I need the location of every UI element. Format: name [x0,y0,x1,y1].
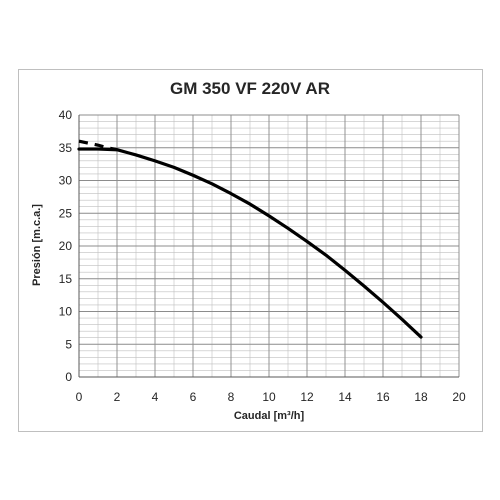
y-tick-label: 35 [59,141,73,155]
y-tick-label: 10 [59,305,73,319]
x-axis-title: Caudal [m³/h] [234,410,305,422]
chart-frame [18,69,483,432]
y-tick-label: 30 [59,174,73,188]
pump-curve-line [77,147,423,339]
chart-title: GM 350 VF 220V AR [170,79,330,98]
x-tick-label: 4 [152,390,159,404]
y-tick-label: 20 [59,239,73,253]
tick-labels: 0 2 4 6 8 10 12 14 16 18 20 0 5 10 15 20 25 30 35 40 [59,108,466,404]
series-layer [77,139,423,339]
x-tick-label: 20 [452,390,466,404]
x-tick-label: 12 [300,390,314,404]
x-tick-label: 8 [228,390,235,404]
y-tick-label: 15 [59,272,73,286]
x-tick-label: 18 [414,390,428,404]
x-tick-label: 0 [76,390,83,404]
dashed-curve-line [78,139,118,152]
major-gridlines [78,114,460,378]
y-tick-label: 0 [65,370,72,384]
y-tick-label: 25 [59,206,73,220]
x-tick-label: 14 [338,390,352,404]
y-tick-label: 40 [59,108,73,122]
x-tick-label: 2 [114,390,121,404]
y-axis-title: Presión [m.c.a.] [31,204,43,286]
x-tick-label: 16 [376,390,390,404]
x-tick-label: 6 [190,390,197,404]
y-tick-label: 5 [65,337,72,351]
x-tick-label: 10 [262,390,276,404]
